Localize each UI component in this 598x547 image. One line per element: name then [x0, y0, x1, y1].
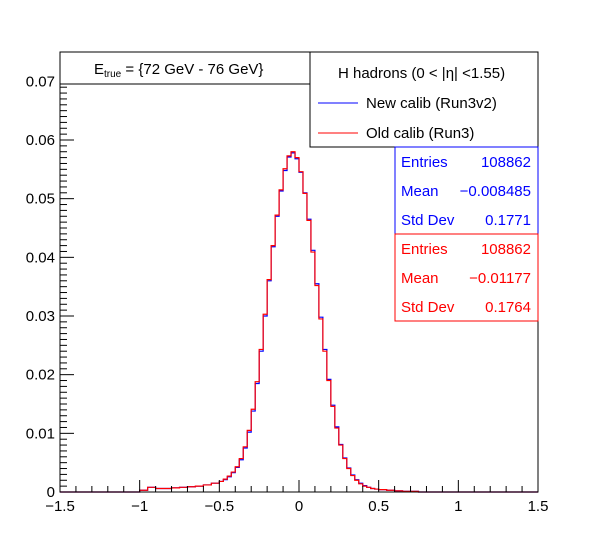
x-tick-label: −0.5 — [205, 498, 235, 515]
x-tick-label: 1 — [454, 498, 462, 515]
stats-label: Std Dev — [401, 299, 455, 316]
stats-value: −0.008485 — [460, 183, 531, 200]
y-tick-label: 0.06 — [26, 132, 55, 149]
x-axis: −1.5 −1 −0.5 0 0.5 1 1.5 — [45, 480, 548, 515]
histogram-curves — [60, 151, 538, 493]
svg-text:Etrue = {72 GeV - 76 GeV}: Etrue = {72 GeV - 76 GeV} — [94, 61, 263, 80]
stats-value: 108862 — [481, 241, 531, 258]
stats-value: −0.01177 — [469, 270, 531, 287]
legend-label-new: New calib (Run3v2) — [366, 95, 497, 112]
x-tick-label: 1.5 — [528, 498, 549, 515]
stats-box — [394, 233, 539, 322]
stats-value: 0.1771 — [485, 212, 531, 229]
legend-label-old: Old calib (Run3) — [366, 125, 474, 142]
x-tick-label: 0 — [295, 498, 303, 515]
stats-boxes: Entries 108862 Mean −0.008485 Std Dev 0.1771 E… — [394, 146, 539, 322]
y-axis: 0 0.01 0.02 0.03 0.04 0.05 0.06 0.07 — [26, 51, 74, 501]
y-tick-label: 0.05 — [26, 191, 55, 208]
stats-label: Entries — [401, 154, 448, 171]
stats-label: Std Dev — [401, 212, 455, 229]
x-tick-label: −1 — [131, 498, 148, 515]
legend-header: H hadrons (0 < |η| <1.55) — [338, 65, 505, 82]
energy-label-prefix: E — [94, 61, 104, 78]
stats-value: 0.1764 — [485, 299, 531, 316]
stats-label: Mean — [401, 183, 439, 200]
stats-label: Mean — [401, 270, 439, 287]
energy-label-box: Etrue = {72 GeV - 76 GeV} — [59, 51, 311, 85]
y-tick-label: 0.07 — [26, 73, 55, 90]
stats-label: Entries — [401, 241, 448, 258]
x-tick-label: 0.5 — [368, 498, 389, 515]
series-old-calib — [60, 151, 538, 493]
y-tick-label: 0 — [47, 484, 55, 501]
legend: H hadrons (0 < |η| <1.55) New calib (Run… — [309, 51, 539, 148]
energy-label-subscript: true — [104, 69, 122, 80]
y-tick-label: 0.04 — [26, 249, 55, 266]
stats-value: 108862 — [481, 154, 531, 171]
energy-label-range: = {72 GeV - 76 GeV} — [121, 61, 263, 78]
y-tick-label: 0.02 — [26, 367, 55, 384]
y-tick-label: 0.01 — [26, 425, 55, 442]
x-tick-label: −1.5 — [45, 498, 75, 515]
y-tick-label: 0.03 — [26, 308, 55, 325]
